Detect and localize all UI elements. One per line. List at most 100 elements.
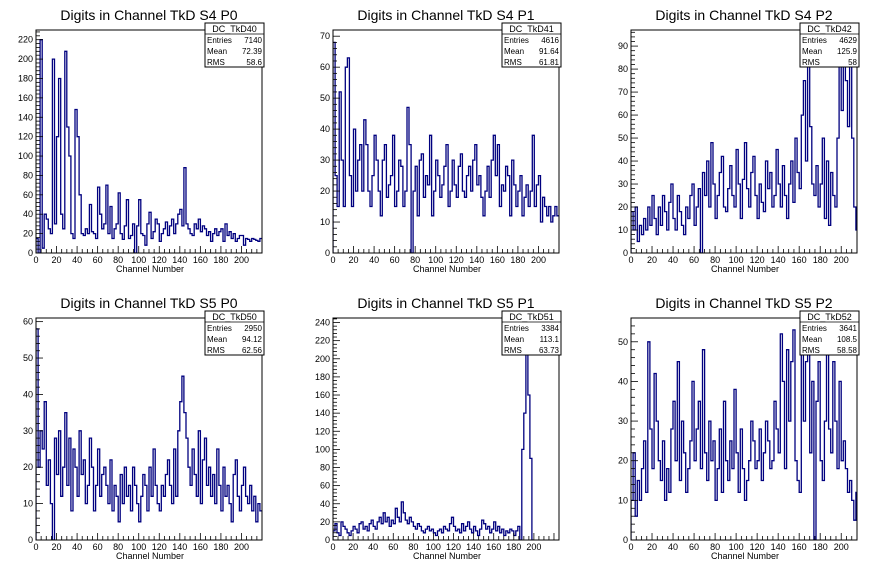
- stats-value: 108.5: [837, 335, 858, 344]
- x-tick-label: 80: [113, 542, 123, 552]
- y-tick-label: 50: [618, 337, 628, 347]
- x-axis-label: Channel Number: [711, 264, 779, 274]
- y-tick-label: 30: [320, 155, 330, 165]
- stats-value: 58.6: [246, 58, 262, 67]
- stats-key: Entries: [802, 324, 827, 333]
- chart-title: Digits in Channel TkD S5 P1: [357, 295, 534, 311]
- stats-key: RMS: [504, 346, 522, 355]
- y-tick-label: 20: [618, 202, 628, 212]
- histogram-series: [333, 41, 559, 253]
- x-tick-label: 140: [771, 542, 786, 552]
- y-tick-label: 0: [28, 535, 33, 545]
- y-tick-label: 40: [23, 209, 33, 219]
- x-tick-label: 180: [506, 542, 521, 552]
- x-tick-label: 40: [668, 255, 678, 265]
- stats-value: 3384: [541, 324, 559, 333]
- chart-title: Digits in Channel TkD S4 P1: [357, 7, 534, 23]
- stats-value: 91.64: [539, 47, 560, 56]
- stats-box-name: DC_TkD41: [509, 24, 554, 34]
- chart-title: Digits in Channel TkD S4 P0: [60, 7, 237, 23]
- stats-value: 7140: [244, 36, 262, 45]
- chart-panel-2: Digits in Channel TkD S4 P10 20 40 60 80 100 1…: [320, 7, 562, 274]
- stats-value: 61.81: [539, 58, 560, 67]
- x-tick-label: 100: [131, 255, 146, 265]
- x-tick-label: 40: [369, 255, 379, 265]
- y-tick-label: 60: [23, 190, 33, 200]
- y-tick-label: 60: [320, 481, 330, 491]
- stats-key: Mean: [802, 47, 822, 56]
- histogram-series: [631, 40, 857, 253]
- x-tick-label: 100: [426, 542, 441, 552]
- y-tick-label: 40: [618, 156, 628, 166]
- stats-key: RMS: [504, 58, 522, 67]
- y-tick-label: 10: [618, 495, 628, 505]
- stats-box-frame: [799, 310, 860, 356]
- y-tick-label: 60: [23, 317, 33, 327]
- y-tick-label: 0: [623, 248, 628, 258]
- x-tick-label: 20: [52, 255, 62, 265]
- chart-panel-4: Digits in Channel TkD S5 P00 20 40 60 80 100 1…: [23, 295, 265, 561]
- y-tick-label: 140: [18, 112, 33, 122]
- x-tick-label: 200: [234, 255, 249, 265]
- stats-box-frame: [204, 22, 265, 68]
- stats-value: 2950: [244, 324, 262, 333]
- x-tick-label: 0: [33, 542, 38, 552]
- y-tick-label: 70: [320, 31, 330, 41]
- stats-key: Mean: [207, 47, 227, 56]
- x-tick-label: 80: [710, 542, 720, 552]
- x-tick-label: 40: [72, 255, 82, 265]
- histogram-series: [333, 349, 534, 540]
- y-tick-label: 200: [315, 354, 330, 364]
- y-tick-label: 140: [315, 408, 330, 418]
- stats-value: 62.56: [242, 346, 263, 355]
- y-tick-label: 180: [315, 372, 330, 382]
- x-tick-label: 80: [113, 255, 123, 265]
- x-axis-label: Channel Number: [413, 551, 481, 561]
- y-tick-label: 0: [325, 535, 330, 545]
- stats-value: 125.9: [837, 47, 858, 56]
- x-tick-label: 0: [330, 255, 335, 265]
- stats-box-frame: [799, 22, 860, 68]
- histogram-series: [36, 39, 262, 253]
- stats-box: DC_TkD41 Entries 4616 Mean 91.64 RMS 61.81: [501, 22, 562, 68]
- stats-value: 4629: [839, 36, 857, 45]
- plot-frame: [332, 317, 560, 541]
- stats-key: Mean: [504, 335, 524, 344]
- x-tick-label: 20: [647, 255, 657, 265]
- x-tick-label: 140: [172, 542, 187, 552]
- x-tick-label: 80: [410, 255, 420, 265]
- x-axis-label: Channel Number: [116, 264, 184, 274]
- x-tick-label: 200: [234, 542, 249, 552]
- x-tick-label: 180: [813, 255, 828, 265]
- stats-box-name: DC_TkD40: [212, 24, 257, 34]
- stats-box: DC_TkD52 Entries 3641 Mean 108.5 RMS 58.58: [799, 310, 860, 356]
- y-tick-label: 60: [618, 110, 628, 120]
- x-tick-label: 160: [193, 542, 208, 552]
- x-tick-label: 20: [349, 255, 359, 265]
- y-tick-label: 160: [315, 390, 330, 400]
- x-tick-label: 0: [628, 255, 633, 265]
- x-tick-label: 140: [466, 542, 481, 552]
- y-tick-label: 20: [23, 229, 33, 239]
- y-tick-label: 200: [18, 54, 33, 64]
- x-tick-label: 80: [710, 255, 720, 265]
- x-tick-label: 100: [729, 542, 744, 552]
- stats-value: 72.39: [242, 47, 263, 56]
- chart-panel-1: Digits in Channel TkD S4 P0 0 20 40 60 80 100 1…: [18, 7, 265, 274]
- x-tick-label: 60: [93, 542, 103, 552]
- stats-value: 3641: [839, 324, 857, 333]
- y-tick-label: 80: [23, 170, 33, 180]
- y-tick-label: 90: [618, 41, 628, 51]
- x-tick-label: 180: [510, 255, 525, 265]
- stats-box-frame: [501, 22, 562, 68]
- stats-value: 58: [848, 58, 857, 67]
- y-tick-label: 50: [618, 133, 628, 143]
- x-tick-label: 120: [152, 255, 167, 265]
- stats-key: Mean: [504, 47, 524, 56]
- x-tick-label: 40: [668, 542, 678, 552]
- stats-key: Entries: [504, 36, 529, 45]
- x-tick-label: 60: [93, 255, 103, 265]
- y-tick-label: 40: [23, 389, 33, 399]
- x-tick-label: 80: [408, 542, 418, 552]
